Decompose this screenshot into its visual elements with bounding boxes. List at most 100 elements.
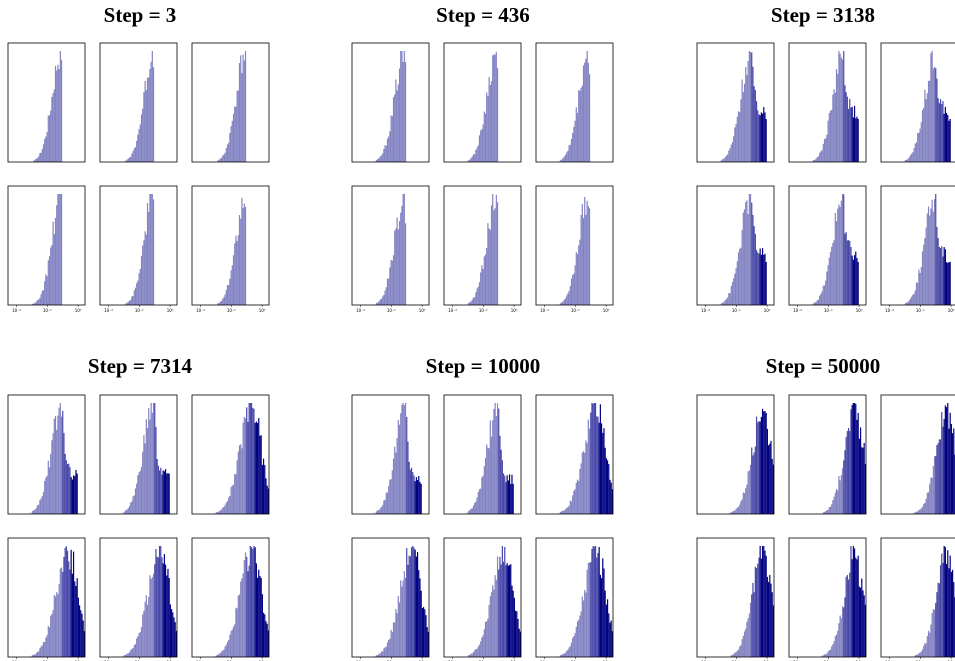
histogram-bar xyxy=(231,485,233,514)
histogram-bar xyxy=(247,571,249,657)
histogram-bar xyxy=(36,651,39,657)
histogram-bar xyxy=(397,595,399,657)
histogram-bar xyxy=(752,215,754,305)
histogram-bar xyxy=(919,652,921,657)
histogram-bar xyxy=(920,122,922,162)
histogram-bar xyxy=(843,51,845,162)
histogram-bar xyxy=(422,607,425,657)
histogram-bar xyxy=(834,636,836,657)
histogram-bar xyxy=(771,592,773,657)
histogram-bar xyxy=(146,77,149,162)
histogram-bar xyxy=(730,655,732,657)
histogram-bar xyxy=(144,601,146,657)
histogram-subplot xyxy=(99,42,178,163)
histogram-bar xyxy=(735,123,737,162)
histogram-bar xyxy=(562,158,564,162)
histogram-bar xyxy=(508,565,511,657)
histogram-bar xyxy=(389,131,391,162)
histogram-bar xyxy=(265,621,267,657)
histogram-bar xyxy=(572,132,574,162)
histogram-bar xyxy=(588,428,591,514)
histogram-bar xyxy=(558,655,561,657)
histogram-bar xyxy=(379,156,381,162)
histogram-bar xyxy=(483,466,485,514)
histogram-bar xyxy=(217,511,219,514)
histogram-bars xyxy=(121,403,170,514)
histogram-bar xyxy=(220,651,223,657)
histogram-bar xyxy=(949,261,951,305)
histogram-bar xyxy=(144,231,146,305)
histogram-bar xyxy=(844,450,846,514)
histogram-bar xyxy=(148,408,150,514)
histogram-bars xyxy=(372,403,422,514)
histogram-bar xyxy=(74,581,76,657)
histogram-bar xyxy=(140,466,143,514)
histogram-bar xyxy=(126,302,128,305)
histogram-bar xyxy=(395,79,397,162)
histogram-bar xyxy=(907,301,909,305)
histogram-bar xyxy=(561,654,563,657)
histogram-bar xyxy=(385,646,387,657)
histogram-bar xyxy=(587,419,589,514)
histogram-bar xyxy=(166,473,168,514)
histogram-bar xyxy=(752,66,754,162)
histogram-bar xyxy=(256,577,259,657)
histogram-bar xyxy=(225,289,227,305)
histogram-bar xyxy=(813,160,815,162)
histogram-bar xyxy=(249,403,251,514)
histogram-bar xyxy=(517,618,519,657)
histogram-bar xyxy=(50,110,52,162)
histogram-bar xyxy=(751,447,753,514)
histogram-bar xyxy=(924,89,926,162)
histogram-bar xyxy=(933,609,936,657)
histogram-bar xyxy=(219,158,221,162)
histogram-bar xyxy=(823,139,826,162)
axes-frame xyxy=(880,537,955,658)
histogram-bar xyxy=(478,135,481,162)
histogram-bar xyxy=(931,199,933,305)
axes-frame xyxy=(788,185,867,306)
histogram-bar xyxy=(137,280,139,305)
histogram-bar xyxy=(586,200,588,305)
histogram-bar xyxy=(416,551,419,657)
axes-frame xyxy=(696,185,775,306)
histogram-bar xyxy=(579,469,581,514)
histogram-bar xyxy=(409,556,411,657)
histogram-bar xyxy=(917,511,919,514)
histogram-bar xyxy=(395,228,397,305)
histogram-bar xyxy=(923,244,925,305)
histogram-bar xyxy=(413,475,415,514)
histogram-bar xyxy=(132,295,134,305)
histogram-bar xyxy=(155,548,157,657)
histogram-bar xyxy=(585,440,587,514)
histogram-bar xyxy=(216,512,218,514)
histogram-bar xyxy=(400,51,402,162)
histogram-subplot: 10⁻⁴ 10⁻² 10⁰ xyxy=(191,185,270,313)
histogram-bar xyxy=(822,512,824,514)
histogram-bar xyxy=(581,85,583,162)
histogram-bar xyxy=(234,243,236,305)
histogram-bar xyxy=(223,154,225,162)
histogram-bar xyxy=(507,480,509,514)
histogram-bar xyxy=(504,546,506,657)
histogram-bar xyxy=(142,614,144,657)
histogram-bar xyxy=(765,555,767,657)
histogram-bar xyxy=(476,497,478,514)
histogram-bar xyxy=(248,403,250,514)
histogram-bar xyxy=(139,470,141,514)
histogram-bar xyxy=(481,265,483,305)
histogram-bar xyxy=(825,138,827,162)
histogram-bar xyxy=(419,481,421,514)
histogram-bars xyxy=(29,546,85,657)
histogram-bar xyxy=(139,124,141,162)
histogram-bar xyxy=(149,194,151,305)
histogram-bar xyxy=(407,564,409,657)
histogram-bar xyxy=(574,489,576,514)
histogram-bar xyxy=(266,623,268,657)
histogram-bar xyxy=(402,61,404,162)
histogram-bar xyxy=(951,569,954,657)
histogram-bar xyxy=(217,654,219,657)
histogram-bar xyxy=(157,465,159,514)
histogram-bar xyxy=(765,412,767,514)
x-tick-label: 10⁻⁴ xyxy=(448,308,457,313)
